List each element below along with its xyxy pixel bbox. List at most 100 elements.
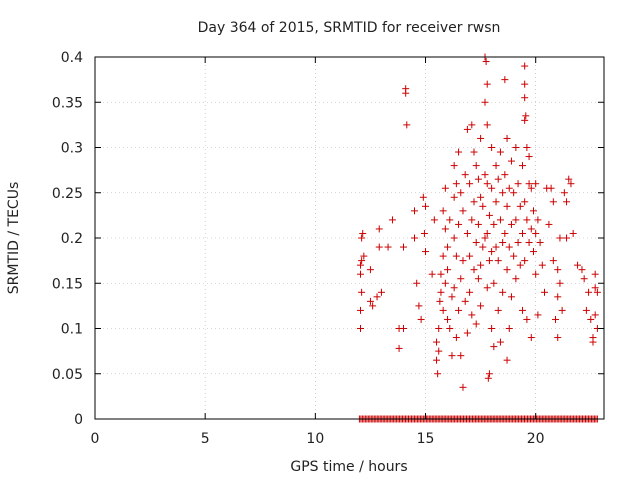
data-point: [582, 306, 590, 314]
data-point: [417, 315, 425, 323]
data-point: [567, 180, 575, 188]
data-point: [439, 306, 447, 314]
data-point: [521, 80, 529, 88]
data-points: [355, 53, 601, 423]
data-point: [477, 261, 485, 269]
data-point: [461, 171, 469, 179]
data-point: [534, 216, 542, 224]
x-tick-label: 10: [306, 431, 324, 447]
data-point: [472, 162, 480, 170]
data-point: [552, 315, 560, 323]
data-point: [569, 229, 577, 237]
data-point: [420, 229, 428, 237]
data-point: [492, 198, 500, 206]
data-point: [496, 216, 504, 224]
data-point: [558, 306, 566, 314]
data-point: [527, 225, 535, 233]
data-point: [521, 94, 529, 102]
data-point: [484, 374, 492, 382]
data-point: [384, 243, 392, 251]
data-point: [441, 225, 449, 233]
data-point: [448, 293, 456, 301]
data-point: [413, 279, 421, 287]
data-point: [444, 243, 452, 251]
data-point: [477, 302, 485, 310]
data-point: [483, 229, 491, 237]
y-tick-label: 0.35: [52, 95, 83, 111]
data-point: [463, 125, 471, 133]
data-point: [496, 338, 504, 346]
data-point: [494, 175, 502, 183]
data-point: [587, 315, 595, 323]
data-point: [523, 144, 531, 151]
data-point: [523, 315, 531, 323]
data-point: [474, 275, 482, 283]
data-point: [373, 293, 381, 301]
data-point: [501, 229, 509, 237]
data-point: [488, 325, 496, 332]
data-point: [435, 325, 443, 332]
data-point: [490, 343, 498, 351]
data-point: [468, 216, 476, 224]
data-point: [505, 325, 513, 332]
data-point: [554, 293, 562, 301]
data-point: [492, 243, 500, 251]
data-point: [434, 370, 442, 378]
data-point: [402, 89, 410, 97]
data-point: [455, 306, 463, 314]
data-point: [518, 162, 526, 170]
data-point: [439, 252, 447, 260]
data-point: [483, 284, 491, 292]
data-point: [450, 234, 458, 242]
data-point: [375, 225, 383, 233]
data-point: [499, 288, 507, 296]
data-point: [411, 234, 419, 242]
data-point: [444, 266, 452, 274]
data-point: [452, 180, 460, 188]
data-point: [419, 193, 427, 201]
x-tick-label: 20: [527, 431, 545, 447]
y-tick-label: 0.25: [52, 186, 83, 202]
y-tick-label: 0.05: [52, 367, 83, 383]
data-point: [549, 257, 557, 265]
data-point: [501, 76, 509, 84]
data-point: [435, 347, 443, 355]
y-tick-label: 0.1: [61, 322, 83, 338]
data-point: [490, 220, 498, 228]
y-tick-label: 0.3: [61, 141, 83, 157]
data-point: [556, 279, 564, 287]
data-point: [514, 180, 522, 188]
data-point: [512, 144, 520, 151]
data-point: [549, 198, 557, 206]
data-point: [457, 189, 465, 197]
data-point: [541, 288, 549, 296]
data-point: [399, 243, 407, 251]
data-point: [463, 329, 471, 337]
data-point: [470, 148, 478, 156]
data-point: [472, 320, 480, 328]
data-point: [466, 252, 474, 260]
data-point: [450, 193, 458, 201]
y-tick-label: 0.4: [61, 50, 83, 66]
data-point: [488, 144, 496, 151]
data-point: [591, 311, 599, 319]
data-point: [452, 252, 460, 260]
data-point: [523, 216, 531, 224]
data-point: [483, 80, 491, 88]
data-point: [468, 311, 476, 319]
data-point: [490, 279, 498, 287]
data-point: [466, 288, 474, 296]
y-axis-label: SRMTID / TECUs: [6, 182, 22, 295]
data-point: [433, 356, 441, 364]
data-point: [459, 257, 467, 265]
data-point: [485, 257, 493, 265]
data-point: [521, 62, 529, 70]
data-point: [492, 162, 500, 170]
data-point: [479, 202, 487, 210]
data-point: [366, 297, 374, 305]
data-point: [563, 198, 571, 206]
data-point: [359, 229, 367, 237]
data-point: [580, 275, 588, 283]
data-point: [481, 234, 489, 242]
